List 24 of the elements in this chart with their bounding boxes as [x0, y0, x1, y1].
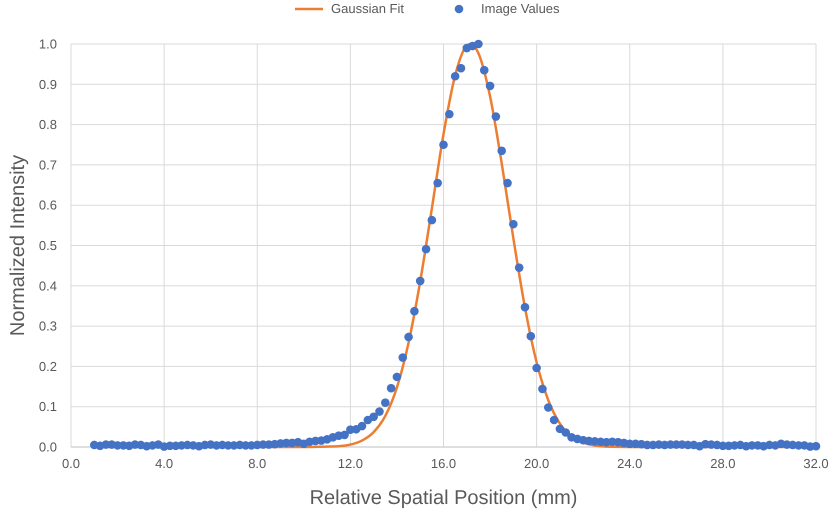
x-tick-label: 32.0 [803, 456, 829, 471]
y-tick-label: 0.4 [38, 278, 57, 294]
y-tick-label: 0.9 [38, 76, 57, 92]
x-tick-label: 12.0 [338, 456, 364, 471]
x-axis-title: Relative Spatial Position (mm) [310, 487, 578, 509]
x-tick-label: 24.0 [617, 456, 642, 471]
y-tick-label: 0.2 [38, 358, 57, 374]
y-tick-label: 0.5 [38, 238, 57, 253]
y-tick-label: 0.7 [38, 157, 57, 172]
legend-label: Image Values [481, 1, 560, 16]
x-tick-label: 28.0 [710, 456, 736, 471]
x-tick-label: 16.0 [430, 456, 456, 471]
legend-label: Gaussian Fit [331, 1, 404, 16]
x-tick-label: 20.0 [524, 456, 550, 471]
y-tick-label: 0.3 [38, 318, 57, 334]
y-tick-label: 0.6 [38, 198, 57, 213]
y-axis-title: Normalized Intensity [7, 154, 29, 336]
x-tick-label: 8.0 [248, 456, 266, 471]
y-tick-label: 1.0 [38, 36, 57, 52]
y-tick-label: 0.1 [38, 399, 57, 414]
x-tick-label: 4.0 [155, 456, 174, 471]
y-tick-label: 0.0 [38, 440, 57, 454]
x-tick-label: 0.0 [62, 456, 80, 471]
y-tick-label: 0.8 [38, 117, 57, 132]
